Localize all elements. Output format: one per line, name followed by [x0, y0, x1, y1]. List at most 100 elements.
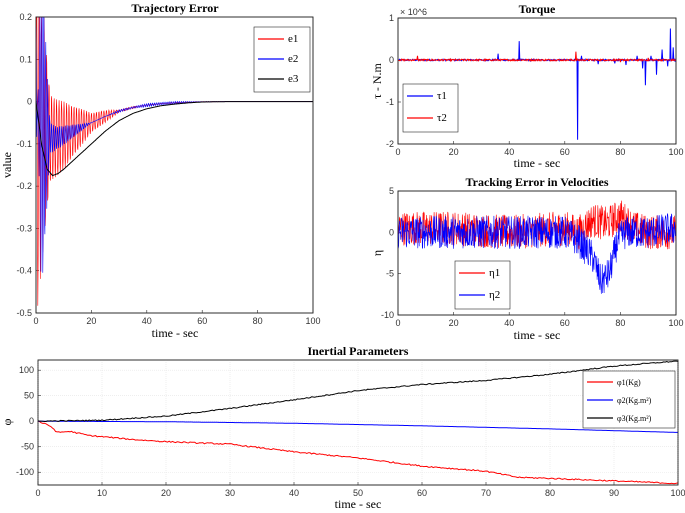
- x-axis-label: time - sec: [335, 497, 382, 511]
- chart-title: Inertial Parameters: [308, 344, 409, 358]
- y-tick-label: -10: [381, 310, 394, 320]
- y-tick-label: -5: [386, 269, 394, 279]
- y-tick-label: 0: [389, 55, 394, 65]
- x-tick-label: 20: [449, 318, 459, 328]
- legend-label-tau2: τ2: [437, 112, 447, 124]
- x-tick-label: 0: [395, 147, 400, 157]
- axis-ticks: 0 20 40 60 80 100 5 0 -5 -10: [381, 186, 684, 328]
- x-axis-label: time - sec: [152, 326, 199, 340]
- series-line-0: [37, 420, 679, 485]
- x-tick-label: 50: [353, 488, 363, 498]
- x-tick-label: 100: [668, 318, 683, 328]
- x-tick-label: 40: [142, 316, 152, 326]
- x-tick-label: 0: [35, 488, 40, 498]
- chart-title: Tracking Error in Velocities: [466, 175, 609, 189]
- y-tick-label: 1: [389, 13, 394, 23]
- series-line-2: [35, 101, 313, 177]
- plot-frame: [397, 17, 677, 145]
- x-tick-label: 100: [305, 316, 320, 326]
- plot-frame: [35, 16, 314, 314]
- x-tick-label: 60: [197, 316, 207, 326]
- y-axis-exponent: × 10^6: [400, 7, 427, 17]
- x-tick-label: 60: [560, 147, 570, 157]
- y-tick-label: -0.2: [16, 181, 32, 191]
- x-tick-label: 80: [615, 318, 625, 328]
- x-tick-label: 40: [504, 147, 514, 157]
- velocity-tracking-error-panel: 0 20 40 60 80 100 5 0 -5 -10 Tracking Error in Ve…: [370, 175, 684, 342]
- y-axis-label: φ: [0, 418, 14, 425]
- legend: e1 e2 e3: [253, 26, 311, 93]
- x-axis-label: time - sec: [514, 156, 561, 170]
- series-line-1: [38, 420, 678, 433]
- plot-area: [397, 190, 677, 316]
- x-tick-label: 60: [417, 488, 427, 498]
- legend-label-phi2: φ2(Kg.m²): [617, 396, 652, 405]
- legend-label-tau1: τ1: [437, 90, 447, 102]
- y-tick-label: 0: [389, 227, 394, 237]
- x-tick-label: 30: [225, 488, 235, 498]
- series-line-1: [397, 212, 677, 294]
- series-marks: [37, 360, 679, 485]
- x-tick-label: 20: [449, 147, 459, 157]
- x-tick-label: 20: [161, 488, 171, 498]
- x-tick-label: 70: [481, 488, 491, 498]
- y-tick-label: 0.1: [19, 54, 32, 64]
- axis-ticks: 0 20 40 60 80 100 1 0 -1 -2: [386, 13, 684, 157]
- y-axis-label: τ - N.m: [370, 62, 384, 98]
- series-line-1: [397, 51, 677, 63]
- legend-label-e3: e3: [288, 73, 299, 85]
- axis-ticks: 0 20 40 60 80 100 0.2 0.1 0 -0.1 -0.2 -0.3 -0.4 -0.5: [16, 12, 320, 326]
- series-marks: [35, 16, 313, 306]
- y-tick-label: -0.3: [16, 223, 32, 233]
- y-tick-label: -100: [16, 467, 34, 477]
- x-tick-label: 0: [33, 316, 38, 326]
- x-axis-label: time - sec: [514, 328, 561, 342]
- y-tick-label: 50: [24, 391, 34, 401]
- y-tick-label: -0.4: [16, 266, 32, 276]
- legend-label-phi1: φ1(Kg): [617, 378, 641, 387]
- y-tick-label: -0.1: [16, 139, 32, 149]
- y-tick-label: 0: [27, 97, 32, 107]
- plot-frame: [397, 190, 677, 316]
- series-marks: [397, 200, 677, 294]
- chart-title: Trajectory Error: [131, 1, 219, 15]
- legend-label-eta2: η2: [489, 289, 500, 301]
- trajectory-error-panel: 0 20 40 60 80 1000.20.10-0.1-0.2-0.3-0.4-0.5 …: [0, 1, 321, 340]
- series-marks: [397, 28, 677, 140]
- legend: η1 η2: [454, 260, 511, 310]
- y-axis-label: value: [0, 152, 14, 178]
- torque-panel: 0 20 40 60 80 100 1 0 -1 -2 Torque × 10^6 time - …: [370, 2, 684, 170]
- x-tick-label: 80: [545, 488, 555, 498]
- legend-label-e2: e2: [288, 53, 298, 65]
- legend: τ1 τ2: [402, 83, 459, 133]
- inertial-parameters-panel: 0 10 20 30 40 50 60 70 80 90 100 100 50 0 -50 -100 Iner…: [0, 344, 685, 511]
- x-tick-label: 80: [615, 147, 625, 157]
- x-tick-label: 40: [289, 488, 299, 498]
- x-tick-label: 20: [86, 316, 96, 326]
- y-tick-label: 5: [389, 186, 394, 196]
- chart-title: Torque: [519, 2, 556, 16]
- x-tick-label: 10: [97, 488, 107, 498]
- legend-box: [454, 260, 511, 310]
- legend-label-phi3: φ3(Kg.m²): [617, 414, 652, 423]
- legend: φ1(Kg) φ2(Kg.m²) φ3(Kg.m²): [582, 370, 676, 429]
- y-tick-label: -50: [21, 442, 34, 452]
- legend-label-e1: e1: [288, 33, 298, 45]
- x-tick-label: 60: [560, 318, 570, 328]
- y-tick-label: -2: [386, 139, 394, 149]
- y-tick-label: 0.2: [19, 12, 32, 22]
- x-tick-label: 100: [668, 147, 683, 157]
- y-axis-label: η: [370, 250, 384, 256]
- x-tick-label: 40: [504, 318, 514, 328]
- legend-box: [402, 83, 459, 133]
- y-tick-label: 100: [19, 365, 34, 375]
- series-line-2: [37, 360, 679, 422]
- legend-label-eta1: η1: [489, 267, 500, 279]
- plot-frame: [37, 359, 679, 486]
- y-tick-label: 0: [29, 416, 34, 426]
- x-tick-label: 80: [253, 316, 263, 326]
- x-tick-label: 90: [609, 488, 619, 498]
- x-tick-label: 100: [670, 488, 685, 498]
- x-tick-label: 0: [395, 318, 400, 328]
